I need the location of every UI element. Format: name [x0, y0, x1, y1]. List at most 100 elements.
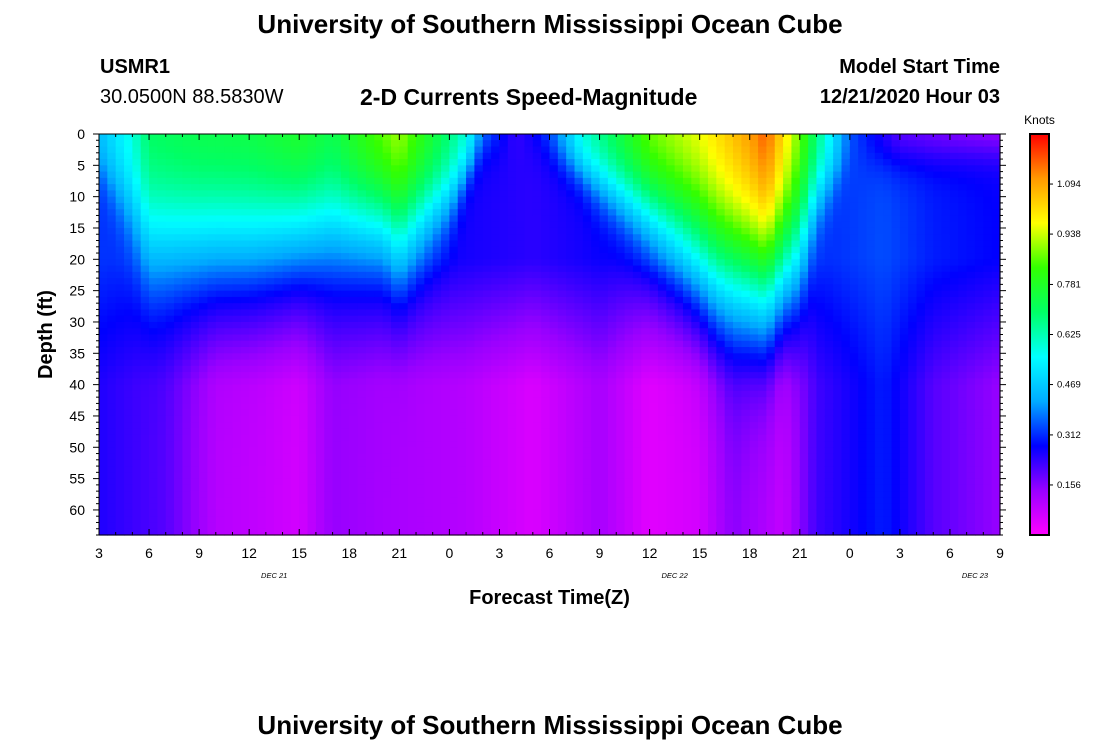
heatmap-cell — [165, 290, 175, 298]
heatmap-cell — [107, 403, 117, 411]
heatmap-cell — [666, 215, 676, 223]
heatmap-cell — [716, 340, 726, 348]
heatmap-cell — [382, 315, 392, 323]
heatmap-cell — [165, 378, 175, 386]
heatmap-cell — [290, 334, 300, 342]
heatmap-cell — [249, 209, 259, 217]
heatmap-cell — [299, 491, 309, 499]
heatmap-cell — [249, 278, 259, 285]
heatmap-cell — [641, 202, 651, 210]
heatmap-cell — [474, 146, 484, 154]
heatmap-cell — [99, 378, 108, 386]
heatmap-cell — [290, 227, 300, 235]
heatmap-cell — [682, 428, 692, 436]
heatmap-cell — [174, 202, 184, 210]
heatmap-cell — [382, 397, 392, 405]
heatmap-cell — [441, 403, 450, 411]
heatmap-cell — [224, 422, 234, 430]
heatmap-cell — [466, 190, 476, 198]
heatmap-cell — [232, 315, 242, 323]
heatmap-cell — [257, 303, 267, 311]
heatmap-cell — [274, 516, 284, 524]
heatmap-cell — [524, 347, 534, 354]
heatmap-cell — [649, 259, 659, 267]
heatmap-cell — [282, 503, 292, 511]
heatmap-cell — [349, 146, 359, 154]
heatmap-cell — [157, 284, 167, 292]
heatmap-cell — [157, 303, 167, 311]
heatmap-cell — [382, 227, 392, 235]
heatmap-cell — [399, 221, 409, 229]
heatmap-cell — [424, 491, 434, 499]
heatmap-cell — [390, 309, 400, 317]
heatmap-cell — [232, 397, 242, 405]
heatmap-cell — [441, 328, 450, 336]
heatmap-cell — [99, 415, 108, 423]
heatmap-cell — [724, 447, 734, 455]
heatmap-cell — [232, 234, 242, 242]
heatmap-cell — [349, 278, 359, 285]
heatmap-cell — [282, 434, 292, 442]
heatmap-cell — [357, 134, 367, 141]
heatmap-cell — [441, 246, 450, 254]
heatmap-cell — [649, 340, 659, 348]
heatmap-cell — [340, 315, 350, 323]
heatmap-cell — [399, 152, 409, 160]
heatmap-cell — [215, 227, 225, 235]
heatmap-cell — [691, 497, 701, 505]
heatmap-cell — [215, 296, 225, 304]
heatmap-cell — [349, 441, 359, 448]
heatmap-cell — [532, 209, 542, 217]
heatmap-cell — [716, 509, 726, 517]
heatmap-cell — [349, 372, 359, 379]
heatmap-cell — [524, 466, 534, 473]
heatmap-cell — [174, 384, 184, 392]
heatmap-cell — [365, 296, 375, 304]
heatmap-cell — [190, 265, 200, 273]
heatmap-cell — [407, 221, 417, 229]
heatmap-cell — [274, 384, 284, 392]
heatmap-cell — [532, 271, 542, 279]
heatmap-cell — [374, 378, 384, 386]
heatmap-cell — [174, 434, 184, 442]
heatmap-cell — [232, 140, 242, 148]
heatmap-cell — [140, 290, 150, 298]
heatmap-cell — [582, 340, 592, 348]
heatmap-cell — [466, 146, 476, 154]
heatmap-cell — [324, 372, 334, 379]
heatmap-cell — [99, 140, 108, 148]
heatmap-cell — [716, 328, 726, 336]
heatmap-cell — [399, 265, 409, 273]
heatmap-cell — [624, 528, 634, 536]
heatmap-cell — [282, 253, 292, 260]
heatmap-cell — [307, 403, 317, 411]
heatmap-cell — [474, 159, 484, 166]
heatmap-cell — [624, 453, 634, 461]
heatmap-cell — [340, 328, 350, 336]
heatmap-cell — [674, 209, 684, 217]
heatmap-cell — [224, 497, 234, 505]
heatmap-cell — [115, 378, 125, 386]
heatmap-cell — [474, 372, 484, 379]
heatmap-cell — [132, 184, 142, 191]
heatmap-cell — [649, 177, 659, 185]
heatmap-cell — [215, 447, 225, 455]
heatmap-cell — [524, 227, 534, 235]
heatmap-cell — [140, 340, 150, 348]
heatmap-cell — [315, 415, 325, 423]
heatmap-cell — [365, 466, 375, 473]
heatmap-cell — [441, 372, 450, 379]
heatmap-cell — [340, 478, 350, 486]
heatmap-cell — [708, 309, 717, 317]
heatmap-cell — [699, 459, 709, 467]
heatmap-cell — [107, 328, 117, 336]
heatmap-cell — [557, 378, 567, 386]
heatmap-cell — [290, 509, 300, 517]
heatmap-cell — [290, 209, 300, 217]
heatmap-cell — [224, 459, 234, 467]
heatmap-cell — [591, 246, 601, 254]
heatmap-cell — [649, 303, 659, 311]
heatmap-cell — [99, 227, 108, 235]
heatmap-cell — [574, 434, 584, 442]
heatmap-cell — [290, 403, 300, 411]
